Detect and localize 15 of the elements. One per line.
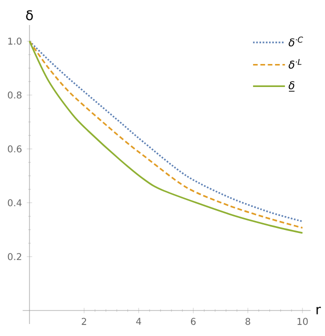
y-tick-label: 0.6	[8, 145, 22, 152]
legend-label: δ$^{·C}$	[288, 36, 304, 46]
legend-label: δ$^{·L}$	[288, 58, 302, 69]
y-tick-label: 1.0	[8, 38, 22, 45]
y-tick-label: 0.8	[8, 92, 22, 99]
x-tick-label: 10	[298, 318, 308, 325]
x-tick-label: 8	[246, 318, 250, 325]
x-axis-title: r	[316, 306, 321, 314]
x-tick-label: 4	[136, 318, 142, 325]
x-tick-label: 6	[190, 318, 196, 325]
x-tick-label: 2	[82, 318, 86, 325]
y-tick-label: 0.2	[8, 253, 22, 260]
y-axis-title: δ	[26, 10, 33, 20]
legend-label: δ̲	[288, 81, 295, 92]
y-tick-label: 0.4	[8, 199, 22, 206]
